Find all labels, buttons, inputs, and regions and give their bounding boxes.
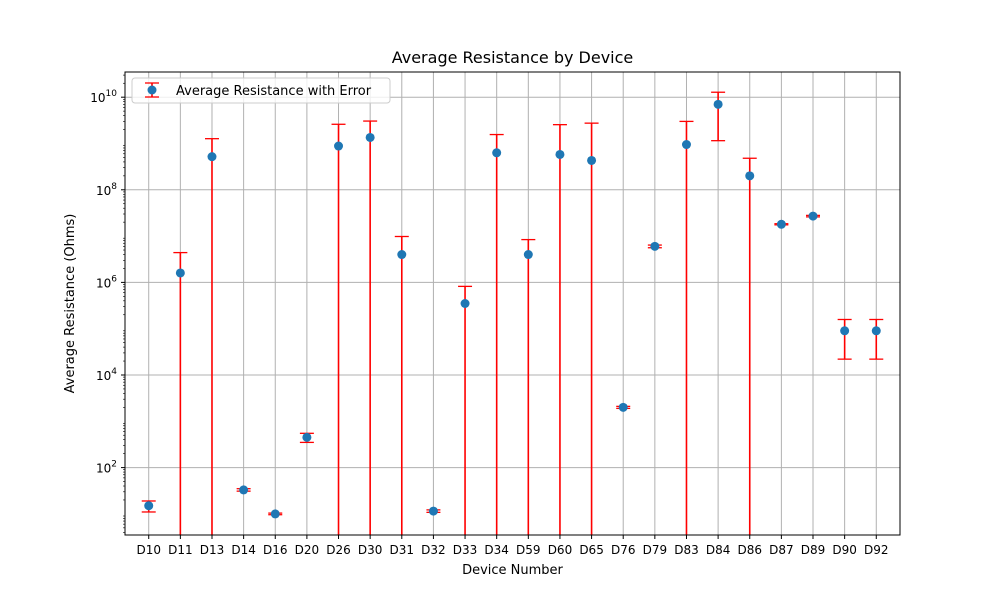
data-point: [239, 485, 249, 495]
y-tick-label: 1010: [90, 89, 117, 105]
y-axis-ticks: 102 104 106 108 1010: [90, 74, 125, 533]
y-tick-label: 104: [96, 367, 117, 383]
data-point: [871, 326, 881, 336]
x-tick-label: D86: [737, 543, 762, 557]
x-tick-label: D30: [358, 543, 383, 557]
x-tick-label: D20: [295, 543, 320, 557]
x-tick-label: D16: [263, 543, 288, 557]
x-tick-label: D79: [643, 543, 668, 557]
x-tick-label: D11: [168, 543, 193, 557]
data-point: [650, 241, 660, 251]
data-point: [681, 140, 691, 150]
y-tick-label: 108: [96, 182, 117, 198]
x-tick-label: D33: [453, 543, 478, 557]
x-tick-label: D83: [674, 543, 699, 557]
data-point: [334, 141, 344, 151]
y-tick-label: 106: [96, 274, 117, 290]
x-tick-label: D60: [548, 543, 573, 557]
data-point: [207, 152, 217, 162]
x-tick-label: D10: [136, 543, 161, 557]
x-tick-label: D89: [801, 543, 826, 557]
data-point: [713, 99, 723, 109]
data-point: [302, 432, 312, 442]
data-point: [460, 299, 470, 308]
data-point: [144, 501, 154, 511]
x-tick-label: D87: [769, 543, 794, 557]
data-point: [555, 149, 565, 159]
x-tick-label: D26: [326, 543, 351, 557]
data-point: [397, 250, 407, 260]
x-tick-label: D59: [516, 543, 541, 557]
y-axis-label: Average Resistance (Ohms): [63, 214, 78, 394]
plot-area: [124, 71, 901, 536]
x-axis-ticks: D10 D11 D13 D14 D16 D20 D26 D30 D31 D32 D33 D34 D59 D…: [136, 535, 889, 557]
data-point: [365, 132, 375, 142]
x-tick-label: D34: [484, 543, 509, 557]
x-tick-label: D31: [390, 543, 415, 557]
data-point: [523, 250, 533, 260]
data-point: [428, 506, 438, 516]
data-point: [492, 148, 502, 158]
x-tick-label: D14: [231, 543, 256, 557]
data-point: [808, 211, 818, 221]
legend: Average Resistance with Error: [131, 77, 391, 104]
data-points: [144, 99, 881, 519]
x-tick-label: D13: [200, 543, 225, 557]
x-tick-label: D90: [832, 543, 857, 557]
legend-marker: [145, 82, 159, 98]
data-point: [776, 219, 786, 229]
data-point: [175, 268, 185, 278]
chart-title: Average Resistance by Device: [392, 48, 634, 67]
legend-point: [147, 85, 157, 95]
error-bars: [141, 91, 884, 535]
data-point: [618, 402, 628, 412]
legend-label: Average Resistance with Error: [176, 84, 372, 99]
data-point: [840, 326, 850, 336]
x-tick-label: D84: [706, 543, 731, 557]
x-tick-label: D32: [421, 543, 446, 557]
x-axis-label: Device Number: [462, 563, 563, 578]
x-tick-label: D76: [611, 543, 636, 557]
x-tick-label: D65: [579, 543, 604, 557]
y-tick-label: 102: [96, 460, 117, 476]
data-point: [270, 509, 280, 519]
data-point: [587, 155, 597, 165]
data-point: [745, 171, 755, 181]
legend-box: [131, 77, 391, 104]
x-tick-label: D92: [864, 543, 889, 557]
